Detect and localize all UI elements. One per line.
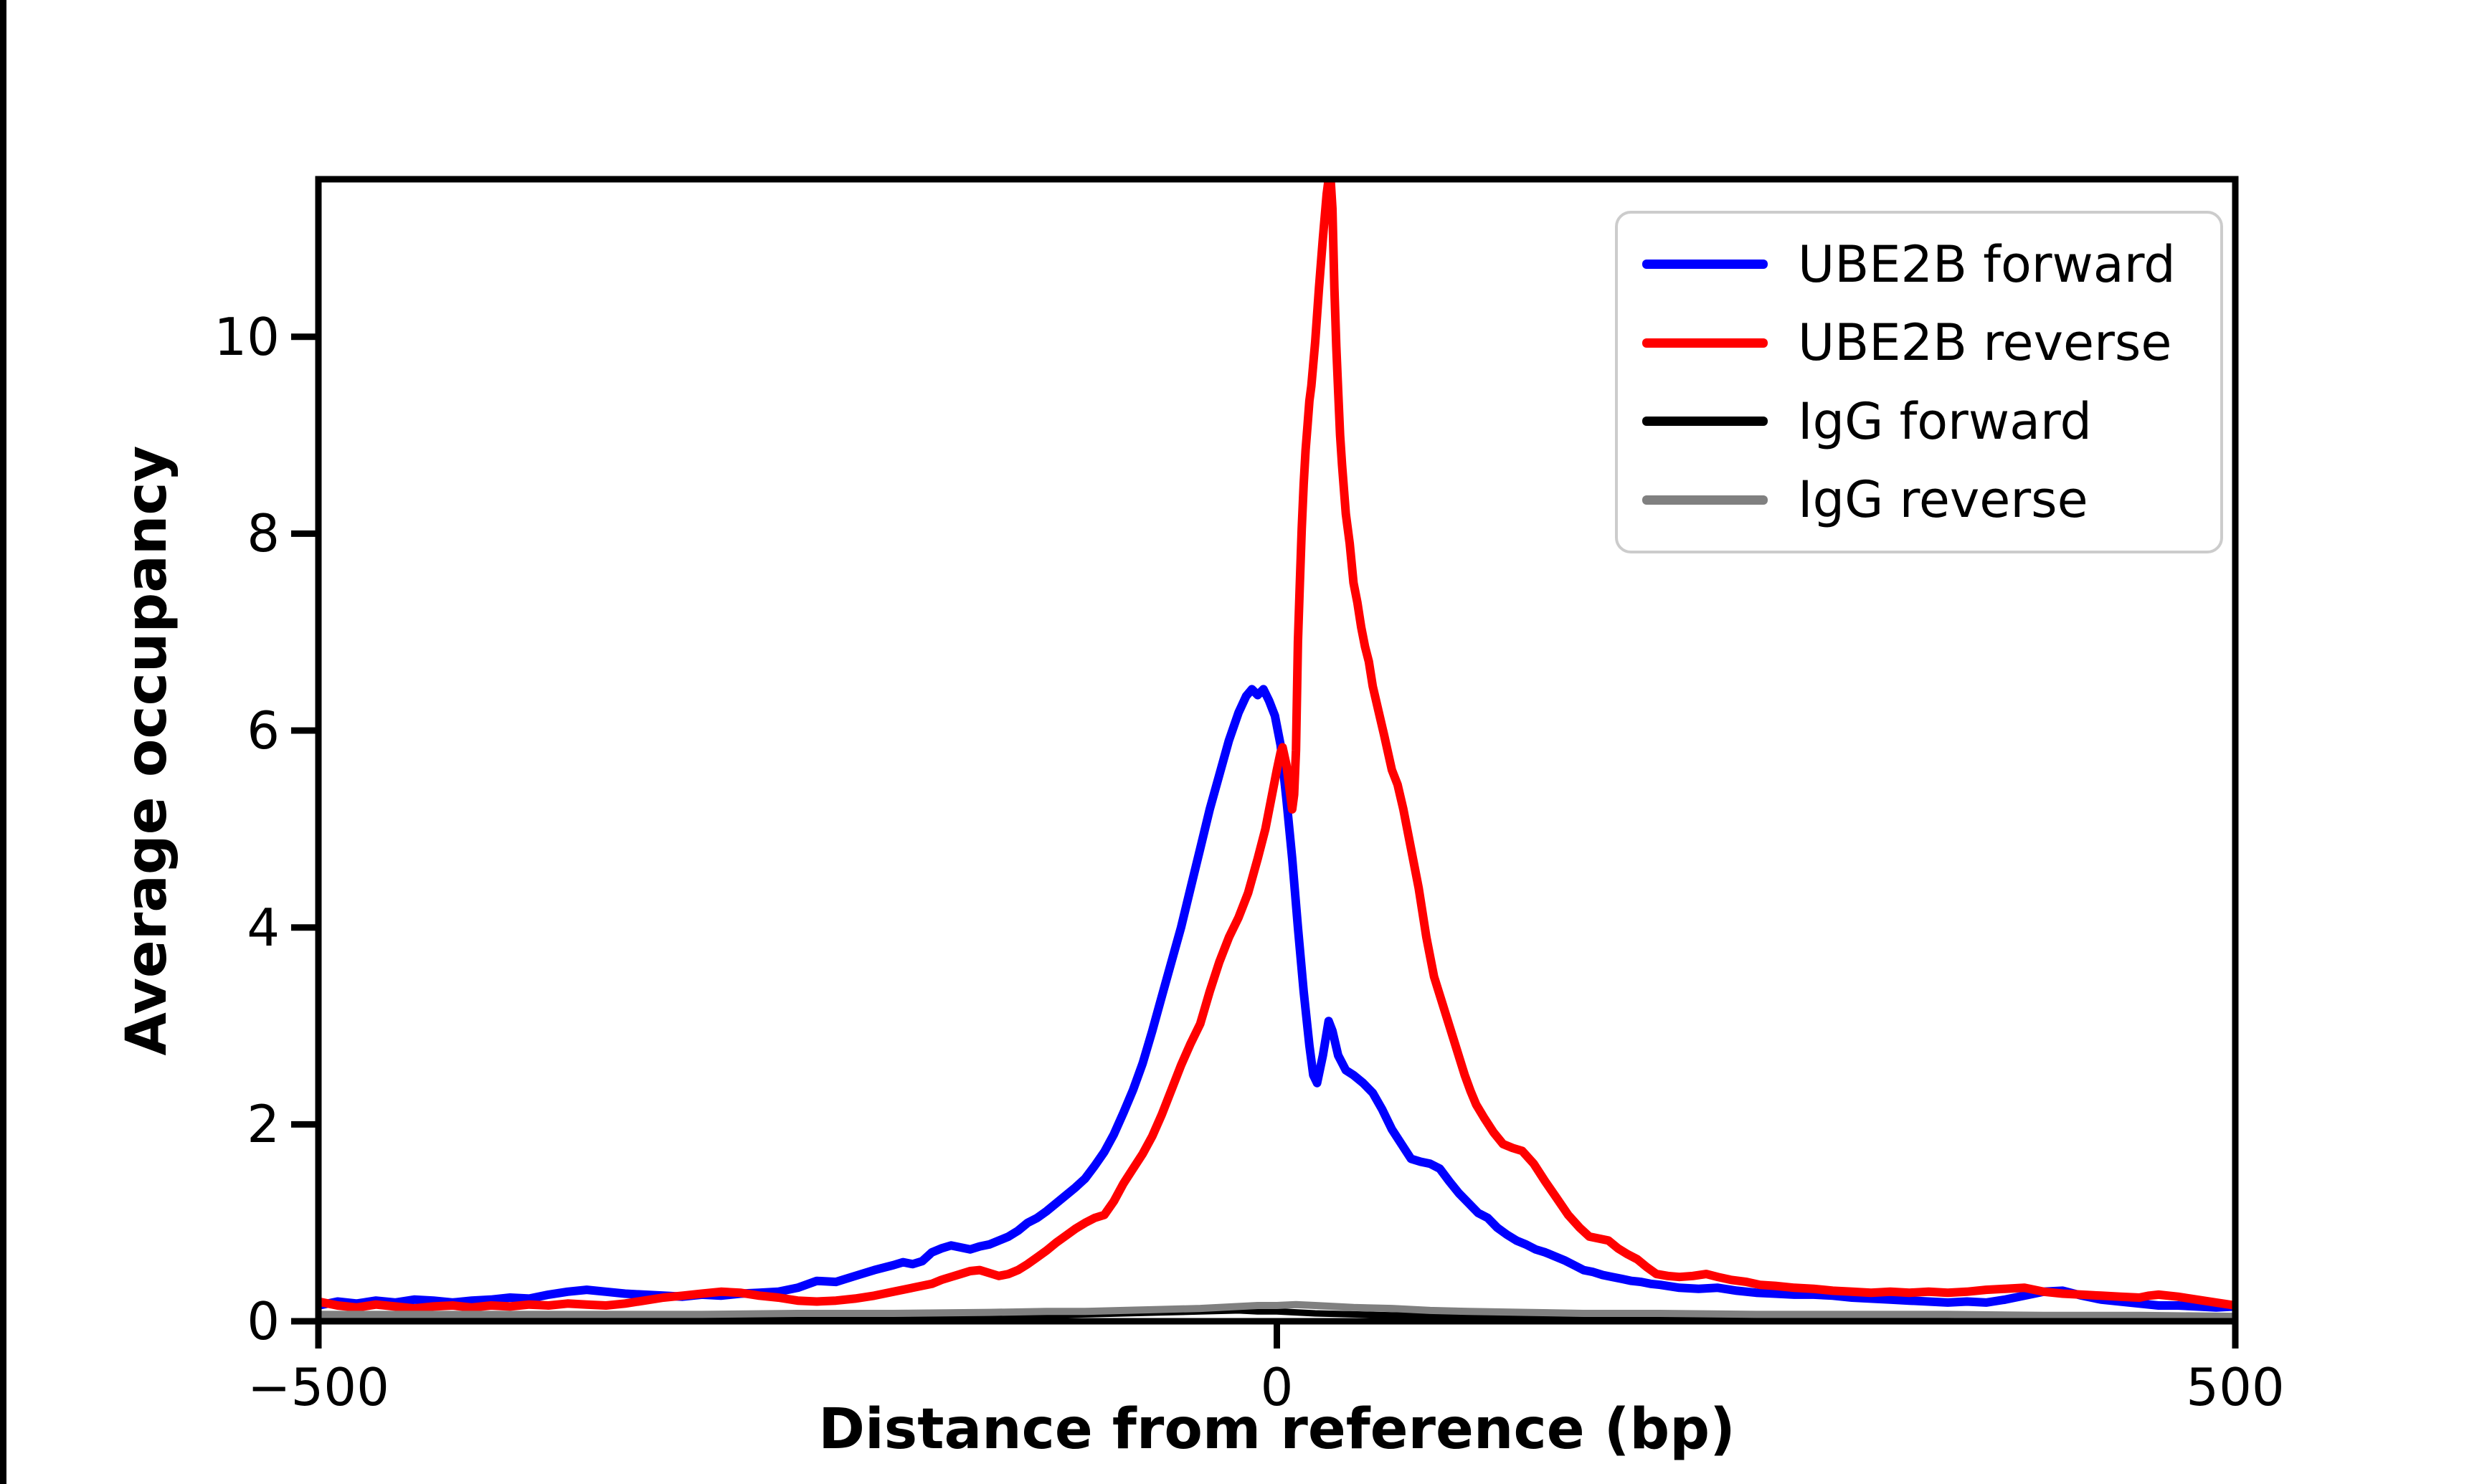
- legend: UBE2B forward UBE2B reverse IgG forward IgG…: [1615, 211, 2223, 553]
- legend-item-ube2b-reverse: UBE2B reverse: [1618, 318, 2220, 368]
- legend-line-sample: [1642, 417, 1768, 427]
- image-left-border: [0, 0, 6, 1484]
- series-line-ube2b-forward: [318, 685, 2235, 1312]
- legend-label: UBE2B forward: [1798, 234, 2176, 294]
- series-line-igg-reverse: [318, 1300, 2235, 1321]
- legend-line-sample: [1642, 495, 1768, 505]
- y-tick-label: 6: [247, 700, 280, 761]
- legend-line-sample: [1642, 338, 1768, 348]
- x-tick-label: −500: [247, 1357, 389, 1417]
- axes-spines: [315, 176, 2239, 1325]
- y-tick-label: 10: [214, 306, 280, 367]
- y-tick-label: 8: [247, 503, 280, 564]
- legend-item-igg-reverse: IgG reverse: [1618, 475, 2220, 525]
- legend-item-igg-forward: IgG forward: [1618, 396, 2220, 447]
- legend-label: IgG reverse: [1798, 470, 2088, 530]
- x-tick-label: 0: [1260, 1357, 1294, 1417]
- legend-line-sample: [1642, 260, 1768, 270]
- y-tick-label: 4: [247, 897, 280, 958]
- y-tick-label: 2: [247, 1094, 280, 1155]
- legend-label: IgG forward: [1798, 391, 2092, 451]
- series-group: [318, 179, 2235, 1321]
- x-axis-label: Distance from reference (bp): [818, 1397, 1735, 1462]
- x-tick-label: 500: [2186, 1357, 2285, 1417]
- y-axis-label: Average occupancy: [115, 445, 179, 1055]
- series-line-ube2b-reverse: [318, 179, 2235, 1313]
- y-tick-label: 0: [247, 1291, 280, 1351]
- legend-label: UBE2B reverse: [1798, 313, 2172, 373]
- legend-item-ube2b-forward: UBE2B forward: [1618, 239, 2220, 290]
